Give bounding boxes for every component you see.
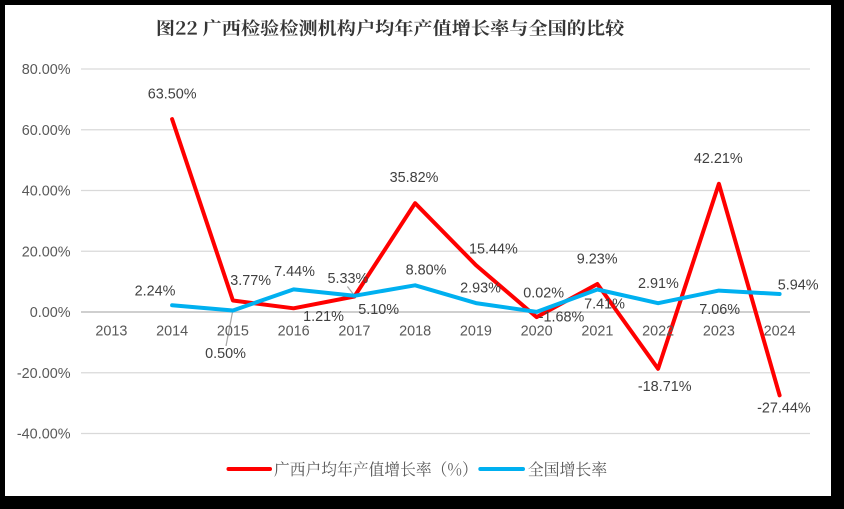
svg-text:7.41%: 7.41% — [584, 297, 625, 313]
svg-text:2024: 2024 — [764, 324, 796, 340]
svg-text:-27.44%: -27.44% — [757, 401, 811, 417]
svg-text:2016: 2016 — [278, 324, 310, 340]
svg-text:5.10%: 5.10% — [358, 302, 399, 318]
svg-text:15.44%: 15.44% — [469, 242, 518, 258]
svg-text:20.00%: 20.00% — [22, 244, 71, 260]
svg-text:9.23%: 9.23% — [577, 251, 618, 267]
svg-text:0.50%: 0.50% — [205, 346, 246, 362]
svg-text:2019: 2019 — [460, 324, 492, 340]
svg-text:-1.68%: -1.68% — [539, 310, 585, 326]
svg-text:2018: 2018 — [399, 324, 431, 340]
svg-text:-20.00%: -20.00% — [17, 366, 71, 382]
svg-text:0.00%: 0.00% — [30, 305, 71, 321]
svg-text:0.02%: 0.02% — [523, 285, 564, 301]
svg-text:8.80%: 8.80% — [406, 263, 447, 279]
svg-text:35.82%: 35.82% — [390, 170, 439, 186]
svg-text:7.44%: 7.44% — [274, 264, 315, 280]
svg-text:2020: 2020 — [521, 324, 553, 340]
svg-text:7.06%: 7.06% — [699, 302, 740, 318]
svg-text:-18.71%: -18.71% — [638, 379, 692, 395]
svg-text:-40.00%: -40.00% — [17, 427, 71, 443]
svg-text:5.33%: 5.33% — [327, 271, 368, 287]
svg-text:2022: 2022 — [642, 324, 674, 340]
svg-text:2015: 2015 — [217, 324, 249, 340]
svg-text:63.50%: 63.50% — [148, 86, 197, 102]
svg-text:1.21%: 1.21% — [303, 309, 344, 325]
svg-text:60.00%: 60.00% — [22, 123, 71, 139]
svg-text:2013: 2013 — [95, 324, 127, 340]
svg-text:2021: 2021 — [581, 324, 613, 340]
svg-text:2.93%: 2.93% — [460, 280, 501, 296]
svg-text:2014: 2014 — [156, 324, 188, 340]
svg-text:3.77%: 3.77% — [230, 273, 271, 289]
svg-text:80.00%: 80.00% — [22, 62, 71, 78]
svg-text:2.91%: 2.91% — [638, 276, 679, 292]
svg-text:5.94%: 5.94% — [778, 277, 819, 293]
svg-text:2023: 2023 — [703, 324, 735, 340]
svg-text:42.21%: 42.21% — [694, 151, 743, 167]
svg-text:40.00%: 40.00% — [22, 184, 71, 200]
svg-text:2.24%: 2.24% — [135, 283, 176, 299]
svg-text:2017: 2017 — [338, 324, 370, 340]
